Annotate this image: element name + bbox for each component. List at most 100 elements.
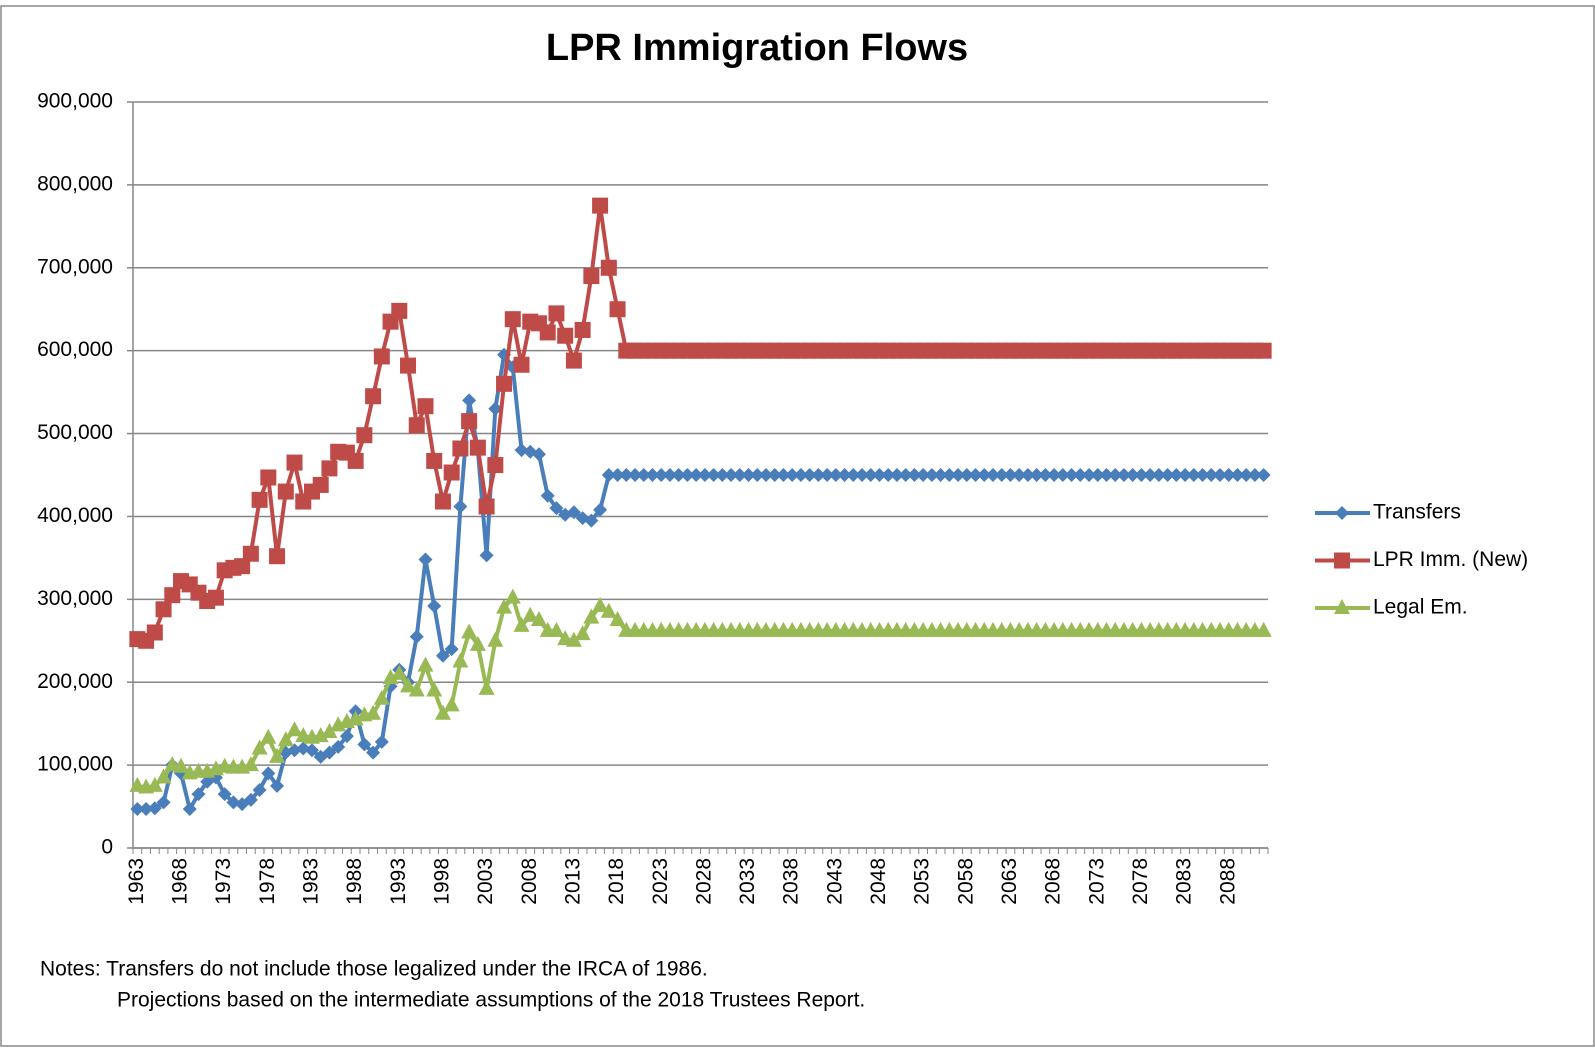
marker [417, 398, 434, 415]
marker [959, 468, 974, 482]
marker [601, 468, 616, 482]
marker [680, 468, 695, 482]
marker [592, 596, 609, 612]
marker [400, 357, 417, 374]
marker [1099, 468, 1114, 482]
marker [767, 468, 782, 482]
marker [609, 301, 626, 318]
marker [566, 505, 581, 520]
marker [347, 710, 364, 726]
marker [260, 469, 277, 486]
marker [269, 548, 286, 565]
marker [146, 776, 163, 792]
marker [942, 468, 957, 482]
marker [522, 606, 539, 622]
marker [1134, 468, 1149, 482]
marker [469, 635, 486, 651]
marker [697, 468, 712, 482]
marker [828, 468, 843, 482]
x-tick-label: 2023 [649, 858, 672, 905]
x-tick-label: 2013 [561, 858, 584, 905]
marker [173, 757, 190, 773]
marker [881, 468, 896, 482]
x-tick-label: 2068 [1042, 858, 1065, 905]
marker [453, 499, 468, 514]
marker [374, 734, 389, 749]
marker [417, 656, 434, 672]
marker [872, 468, 887, 482]
marker [226, 795, 241, 810]
marker [427, 598, 442, 613]
marker [478, 679, 495, 695]
marker [1003, 468, 1018, 482]
marker [548, 621, 565, 637]
marker [802, 468, 817, 482]
legend-label: Transfers [1373, 501, 1461, 524]
chart-frame [0, 5, 1595, 1047]
marker [426, 452, 443, 469]
marker [548, 305, 565, 322]
x-tick-label: 1968 [169, 858, 192, 905]
marker [654, 468, 669, 482]
marker [549, 501, 564, 516]
marker [628, 468, 643, 482]
marker [1020, 468, 1035, 482]
y-tick-label: 800,000 [37, 172, 113, 195]
y-tick-label: 400,000 [37, 504, 113, 527]
marker [487, 631, 504, 647]
note: Notes: Transfers do not include those le… [40, 958, 708, 981]
marker [793, 468, 808, 482]
marker [513, 356, 530, 373]
marker [610, 468, 625, 482]
marker [322, 745, 337, 760]
x-tick-label: 2033 [736, 858, 759, 905]
chart-title: LPR Immigration Flows [546, 27, 968, 69]
marker [557, 327, 574, 344]
y-tick-label: 900,000 [37, 90, 113, 113]
marker [593, 502, 608, 517]
marker [408, 417, 425, 434]
x-tick-label: 1983 [300, 858, 323, 905]
marker [785, 468, 800, 482]
marker [1256, 468, 1271, 482]
marker [1047, 468, 1062, 482]
marker [968, 468, 983, 482]
marker [331, 739, 346, 754]
marker [479, 548, 494, 563]
y-tick-label: 500,000 [37, 421, 113, 444]
marker [1221, 468, 1236, 482]
marker [907, 468, 922, 482]
marker [504, 311, 521, 328]
marker [1195, 468, 1210, 482]
marker [164, 587, 181, 604]
marker [855, 468, 870, 482]
marker [662, 468, 677, 482]
marker [269, 747, 286, 763]
marker [478, 498, 495, 515]
marker [583, 268, 600, 285]
marker [985, 468, 1000, 482]
x-tick-label: 1963 [125, 858, 148, 905]
marker [513, 616, 530, 632]
marker [837, 468, 852, 482]
marker [924, 468, 939, 482]
marker [1230, 468, 1245, 482]
marker [1073, 468, 1088, 482]
x-tick-label: 1973 [212, 858, 235, 905]
marker [1064, 468, 1079, 482]
marker [583, 608, 600, 624]
y-tick-label: 700,000 [37, 255, 113, 278]
marker [426, 681, 443, 697]
marker [977, 468, 992, 482]
y-tick-label: 300,000 [37, 587, 113, 610]
x-tick-label: 2028 [692, 858, 715, 905]
marker [434, 704, 451, 720]
marker [444, 642, 459, 657]
marker [139, 802, 154, 817]
x-tick-label: 2003 [474, 858, 497, 905]
marker [366, 745, 381, 760]
marker [514, 443, 529, 458]
marker [1151, 468, 1166, 482]
marker [191, 787, 206, 802]
